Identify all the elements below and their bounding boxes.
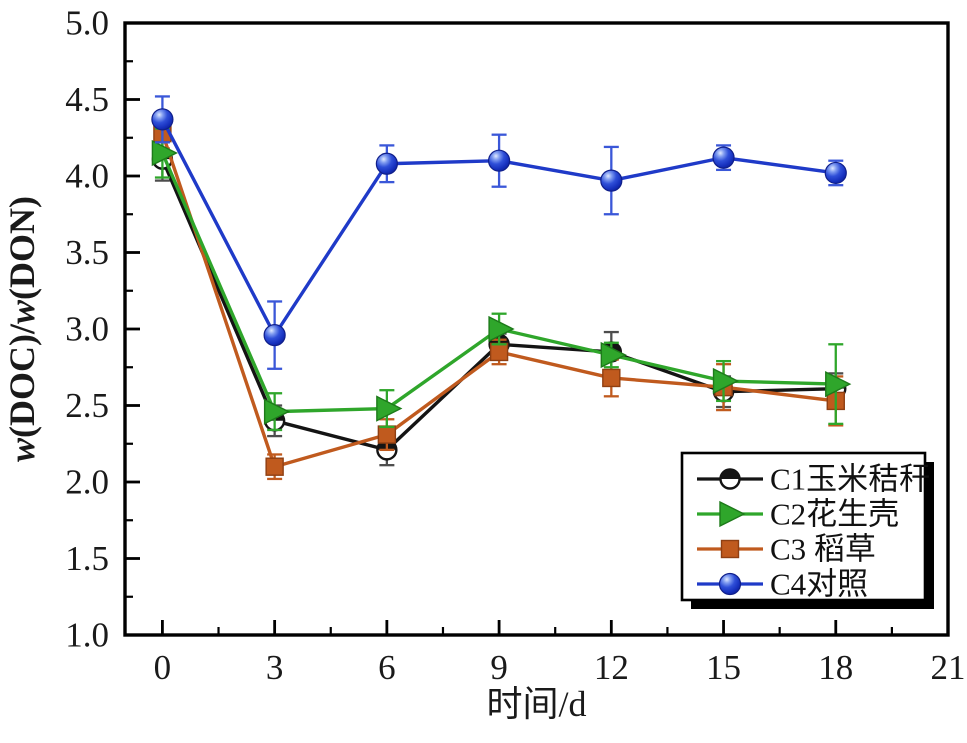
y-tick-label: 5.0 (65, 4, 109, 43)
triangle-marker (263, 398, 291, 425)
data-point-marker (487, 149, 511, 172)
sphere-marker (600, 169, 623, 192)
half-circle-top (720, 469, 740, 479)
data-point-marker (602, 368, 621, 388)
y-tick-label: 1.5 (65, 539, 109, 578)
y-axis-title: w(DOC)/w(DON) (2, 196, 42, 462)
triangle-marker (719, 500, 746, 528)
legend-item-4: C4对照 (697, 567, 868, 602)
square-marker (265, 457, 284, 476)
x-tick-label: 18 (818, 648, 853, 687)
y-tick-label: 3.0 (65, 310, 109, 349)
square-marker (377, 425, 397, 444)
data-point-marker (488, 315, 515, 343)
series-2 (151, 127, 852, 432)
data-point-marker (263, 324, 286, 347)
square-marker (602, 368, 621, 388)
legend-label: C1玉米秸秆 (770, 462, 930, 497)
x-tick-label: 12 (594, 648, 629, 687)
data-point-marker (151, 108, 174, 131)
sphere-marker (824, 161, 847, 185)
triangle-marker (825, 370, 852, 398)
data-point-marker (719, 500, 746, 528)
triangle-marker (488, 315, 515, 343)
triangle-marker (712, 367, 740, 395)
y-tick-label: 1.0 (65, 616, 109, 655)
axis-ticks (125, 21, 950, 637)
data-point-marker (377, 425, 397, 444)
data-point-marker (720, 539, 740, 559)
data-point-marker (600, 169, 623, 192)
x-axis-title: 时间/d (486, 684, 586, 724)
data-point-marker (489, 342, 509, 362)
data-point-marker (265, 457, 284, 476)
x-tick-label: 6 (378, 648, 396, 687)
y-tick-label: 2.0 (65, 463, 109, 502)
data-point-marker (151, 139, 178, 167)
y-tick-label: 4.5 (65, 80, 109, 119)
data-point-marker (824, 161, 847, 185)
data-point-marker (263, 398, 291, 425)
series-4 (151, 95, 847, 370)
legend-item-1: C1玉米秸秆 (697, 462, 930, 497)
data-point-marker (712, 367, 740, 395)
y-tick-label: 2.5 (65, 386, 109, 425)
x-tick-label: 21 (931, 648, 966, 687)
sphere-marker (712, 146, 735, 169)
legend-item-3: C3 稻草 (697, 532, 876, 567)
data-point-marker (375, 152, 398, 175)
data-point-marker (718, 572, 742, 596)
data-point-marker (600, 341, 627, 369)
square-marker (720, 539, 740, 559)
sphere-marker (375, 152, 398, 175)
y-tick-label: 3.5 (65, 233, 109, 272)
data-point-marker (719, 468, 741, 490)
legend-label: C2花生壳 (770, 497, 899, 532)
y-tick-label: 4.0 (65, 157, 109, 196)
legend-label: C4对照 (770, 567, 868, 602)
data-point-marker (712, 146, 735, 169)
x-tick-label: 0 (154, 648, 172, 687)
x-tick-label: 9 (490, 648, 508, 687)
legend-label: C3 稻草 (770, 532, 876, 567)
sphere-marker (263, 324, 286, 347)
x-tick-label: 15 (706, 648, 741, 687)
square-marker (489, 342, 509, 362)
data-point-marker (825, 370, 852, 398)
sphere-marker (487, 149, 511, 172)
legend-item-2: C2花生壳 (697, 497, 899, 532)
triangle-marker (600, 341, 627, 369)
data-point-marker (376, 395, 403, 422)
sphere-marker (151, 108, 174, 131)
triangle-marker (376, 395, 403, 422)
x-tick-label: 3 (266, 648, 284, 687)
sphere-marker (718, 572, 742, 596)
triangle-marker (151, 139, 178, 167)
